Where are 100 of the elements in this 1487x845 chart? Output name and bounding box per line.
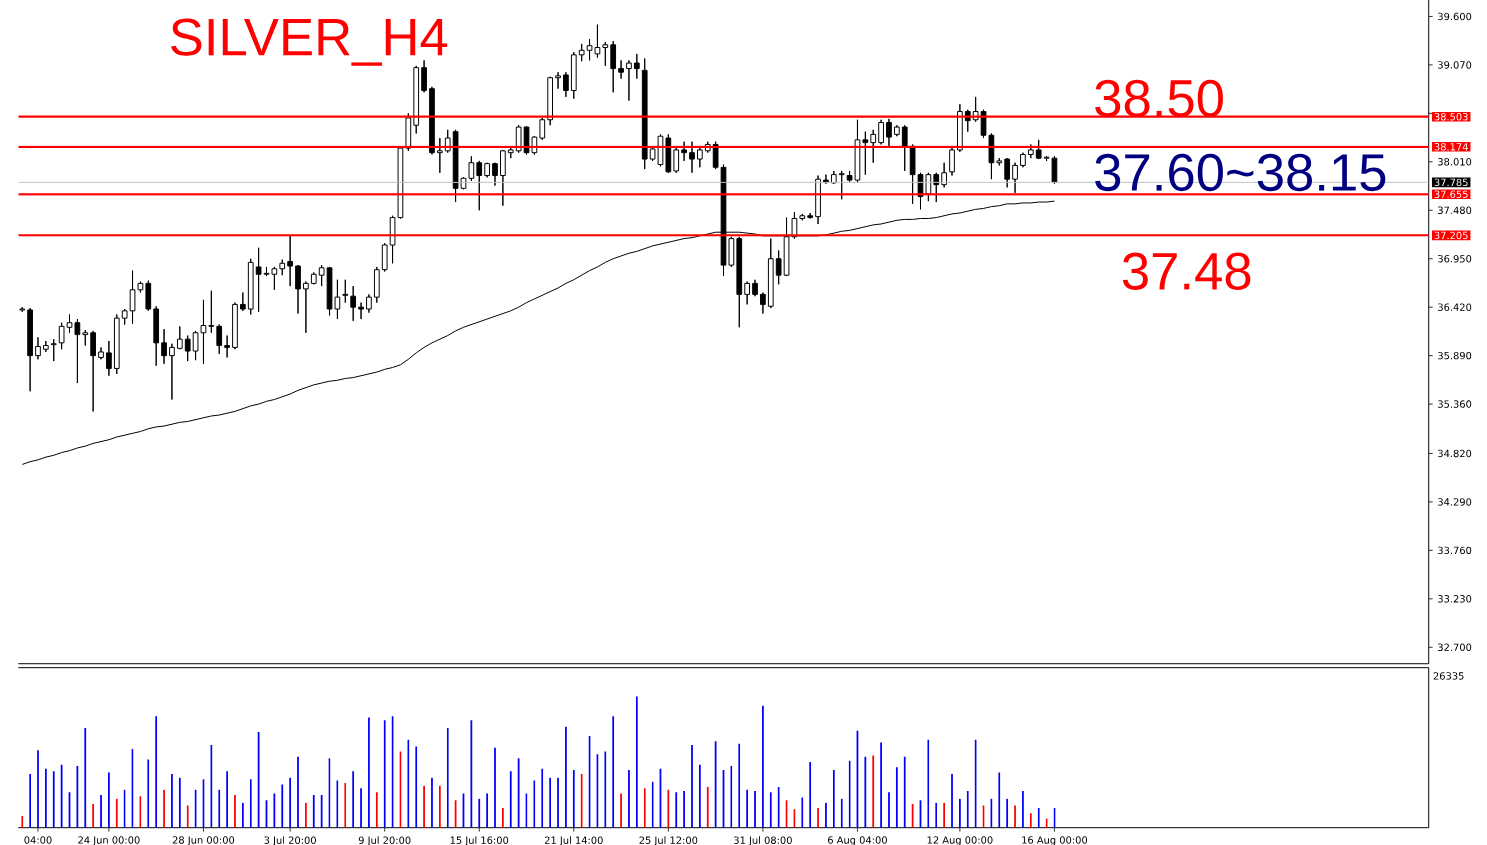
ref-line-label: 37.655 bbox=[1434, 190, 1468, 198]
x-tick-label: 9 Jul 20:00 bbox=[358, 836, 411, 845]
candlestick bbox=[949, 147, 955, 176]
candlestick bbox=[815, 174, 821, 225]
candlestick bbox=[436, 137, 443, 174]
candlestick bbox=[161, 328, 167, 365]
candlestick bbox=[539, 117, 546, 141]
candlestick bbox=[373, 266, 380, 303]
candlestick bbox=[342, 279, 349, 303]
candlestick bbox=[413, 65, 420, 134]
y-tick-label: 33.230 bbox=[1438, 594, 1472, 603]
candlestick bbox=[366, 293, 372, 313]
candlestick bbox=[555, 71, 561, 89]
candlestick bbox=[799, 213, 806, 221]
candlestick bbox=[287, 234, 293, 287]
candlestick bbox=[492, 161, 498, 186]
x-tick-label: 3 Jul 20:00 bbox=[264, 836, 316, 845]
candlestick bbox=[310, 271, 317, 285]
y-tick-label: 37.480 bbox=[1438, 206, 1472, 214]
candlestick bbox=[476, 160, 483, 211]
candlestick bbox=[633, 53, 640, 79]
ref-line-label: 37.785 bbox=[1434, 178, 1468, 186]
candlestick bbox=[247, 257, 254, 315]
y-tick-label: 34.820 bbox=[1438, 449, 1472, 457]
candlestick bbox=[775, 249, 782, 285]
candlestick bbox=[153, 305, 160, 366]
candlestick bbox=[681, 140, 687, 162]
x-tick-label: 16 Aug 00:00 bbox=[1022, 836, 1088, 845]
x-tick-label: 28 Jun 00:00 bbox=[172, 836, 235, 845]
candlestick bbox=[618, 59, 624, 79]
x-tick-label: 04:00 bbox=[24, 836, 52, 844]
candlestick bbox=[468, 155, 475, 182]
candlestick bbox=[239, 291, 246, 312]
y-tick-label: 32.700 bbox=[1438, 643, 1472, 651]
ref-line-label: 37.205 bbox=[1434, 231, 1468, 239]
candlestick bbox=[744, 280, 751, 305]
candlestick bbox=[176, 325, 183, 350]
candlestick bbox=[783, 216, 790, 277]
y-tick-label: 39.600 bbox=[1438, 12, 1472, 20]
candlestick bbox=[279, 258, 286, 276]
candlestick bbox=[232, 301, 238, 350]
candlestick bbox=[303, 280, 309, 334]
candlestick bbox=[641, 57, 648, 170]
candlestick bbox=[381, 242, 388, 272]
candlestick bbox=[838, 170, 845, 200]
y-tick-label: 36.420 bbox=[1438, 303, 1472, 311]
candlestick bbox=[1020, 151, 1026, 168]
candlestick bbox=[358, 301, 364, 320]
candlestick bbox=[886, 118, 892, 147]
ref-line-label: 38.503 bbox=[1434, 112, 1468, 121]
candlestick bbox=[43, 340, 49, 353]
candlestick bbox=[610, 40, 617, 93]
candlestick bbox=[697, 147, 703, 168]
candlestick bbox=[570, 51, 577, 99]
annotation: 38.50 bbox=[1095, 79, 1223, 117]
candlestick bbox=[500, 149, 506, 206]
candlestick bbox=[870, 129, 877, 163]
candlestick bbox=[807, 212, 814, 219]
y-tick-label: 38.010 bbox=[1438, 157, 1472, 166]
candlestick bbox=[169, 343, 175, 400]
x-tick-label: 12 Aug 00:00 bbox=[927, 836, 993, 845]
candlestick bbox=[121, 308, 128, 325]
y-tick-label: 39.070 bbox=[1438, 60, 1472, 69]
y-tick-label: 35.890 bbox=[1438, 351, 1472, 360]
candlestick bbox=[1004, 157, 1011, 188]
candlestick bbox=[82, 329, 89, 346]
candlestick bbox=[106, 340, 112, 377]
candlestick bbox=[626, 59, 632, 101]
candlestick bbox=[760, 291, 766, 314]
candlestick bbox=[145, 279, 152, 312]
candlestick bbox=[563, 71, 569, 98]
x-tick-label: 25 Jul 12:00 bbox=[639, 836, 698, 845]
candlestick bbox=[98, 346, 104, 360]
candlestick bbox=[113, 313, 120, 375]
candlestick bbox=[1012, 161, 1018, 194]
candlestick bbox=[752, 279, 758, 297]
candlestick bbox=[547, 76, 554, 126]
candlestick bbox=[602, 41, 609, 67]
x-tick-label: 21 Jul 14:00 bbox=[544, 836, 603, 845]
candlestick bbox=[941, 161, 947, 188]
candlestick bbox=[405, 112, 412, 152]
candlestick bbox=[19, 306, 26, 313]
candlestick bbox=[429, 86, 435, 155]
candlestick bbox=[878, 119, 884, 145]
candlestick bbox=[933, 172, 940, 203]
candlestick bbox=[90, 330, 97, 412]
text: 26335 bbox=[1433, 671, 1464, 680]
y-tick-label: 33.760 bbox=[1438, 546, 1472, 554]
candlestick bbox=[35, 336, 41, 360]
chart-title: SILVER_H4 bbox=[171, 18, 448, 66]
candlestick bbox=[50, 338, 57, 362]
candlestick bbox=[295, 264, 301, 314]
candlestick bbox=[862, 130, 869, 175]
candlestick bbox=[893, 124, 900, 137]
candlestick bbox=[208, 289, 215, 334]
candlestick bbox=[767, 237, 774, 309]
candlestick bbox=[350, 285, 357, 322]
candlestick bbox=[665, 133, 672, 174]
candlestick bbox=[27, 307, 33, 392]
x-tick-label: 15 Jul 16:00 bbox=[450, 836, 509, 845]
